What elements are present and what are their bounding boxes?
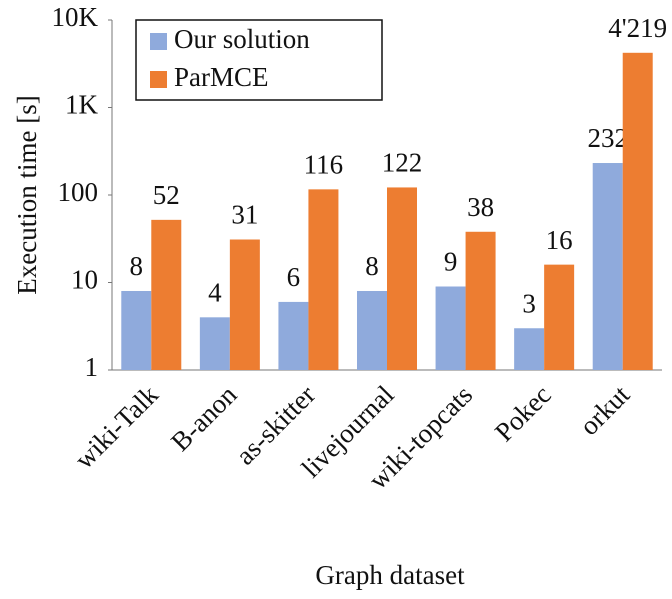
x-axis-label: Graph dataset [315,560,465,590]
y-tick-label: 1K [65,90,99,120]
bar [387,187,417,370]
bar [357,290,387,370]
bar [622,52,653,371]
legend-box [135,19,383,101]
bar [308,189,339,370]
bar [465,231,496,370]
bar [199,317,230,370]
y-tick-label: 10 [71,265,98,295]
data-label: 31 [231,200,258,230]
legend-swatch [150,33,167,50]
y-tick-label: 10K [52,2,99,32]
data-label: 8 [130,251,144,281]
y-tick-label: 1 [85,352,99,382]
bar [592,163,623,370]
x-tick-label: Pokec [489,379,557,447]
bar [435,286,466,370]
data-label: 38 [467,192,494,222]
data-label: 9 [444,247,458,277]
bar [121,290,152,370]
data-label: 122 [382,148,423,178]
x-tick-label: orkut [574,379,636,441]
data-label: 3 [522,288,536,318]
data-label: 8 [365,251,379,281]
legend-swatch [150,71,167,88]
bar [151,219,182,370]
data-label: 4 [208,278,222,308]
x-tick-label: B-anon [165,379,243,457]
legend-label: Our solution [174,24,310,54]
y-tick-label: 100 [58,177,99,207]
data-label: 4'219 [608,13,667,43]
bar [278,301,309,370]
data-label: 52 [153,180,180,210]
legend-label: ParMCE [174,62,269,92]
data-label: 6 [287,262,301,292]
bar [514,328,545,370]
data-label: 232 [587,123,628,153]
bar [229,239,260,370]
bar [544,264,575,370]
x-tick-label: wiki-Talk [69,379,165,475]
y-axis-label: Execution time [s] [12,95,42,294]
data-label: 116 [304,150,344,180]
data-label: 16 [546,225,573,255]
